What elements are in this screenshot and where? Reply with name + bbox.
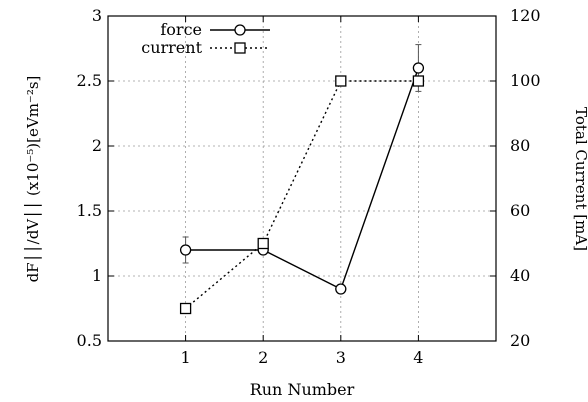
left-y-tick-label: 1: [92, 266, 102, 285]
legend-marker-current: [234, 42, 246, 54]
series-lines: [185, 67, 420, 310]
x-tick-label: 4: [413, 348, 423, 367]
series-line-current: [185, 80, 419, 310]
grid: [108, 16, 496, 341]
left-y-tick-label: 0.5: [77, 331, 102, 350]
left-y-tick-label: 2.5: [77, 71, 102, 90]
left-y-tick-label: 3: [92, 6, 102, 25]
point-current: [335, 75, 347, 87]
plot-border: [107, 15, 497, 342]
right-y-tick-label: 100: [510, 71, 541, 90]
x-ticks: 1 2 3 4: [181, 16, 423, 367]
left-y-ticks: 0.5 1 1.5 2 2.5 3: [77, 6, 114, 350]
legend-marker-force: [234, 24, 246, 36]
right-y-tick-label: 40: [510, 266, 530, 285]
right-y-tick-label: 60: [510, 201, 530, 220]
x-tick-label: 1: [181, 348, 191, 367]
right-y-tick-label: 20: [510, 331, 530, 350]
left-y-tick-label: 1.5: [77, 201, 102, 220]
right-y-axis-label: Total Current [mA]: [572, 107, 588, 251]
point-force: [412, 62, 425, 74]
point-current: [179, 302, 192, 315]
point-current: [257, 237, 269, 250]
x-axis-label: Run Number: [250, 380, 355, 399]
plot-frame: [107, 15, 497, 342]
left-y-tick-label: 2: [92, 136, 102, 155]
point-force: [335, 283, 347, 295]
point-current: [412, 75, 425, 87]
right-y-ticks: 20 40 60 80 100 120: [490, 6, 541, 350]
left-y-axis-label: dF││/dV││ (x10⁻⁵)[eVm⁻²s]: [23, 76, 42, 283]
legend-label-current: current: [141, 38, 202, 57]
x-tick-label: 2: [258, 348, 268, 367]
x-tick-label: 3: [336, 348, 346, 367]
markers: [179, 62, 425, 315]
right-y-tick-label: 80: [510, 136, 530, 155]
right-y-tick-label: 120: [510, 6, 541, 25]
series-line-force: [185, 67, 420, 290]
legend-label-force: force: [160, 20, 202, 39]
point-force: [179, 244, 192, 256]
